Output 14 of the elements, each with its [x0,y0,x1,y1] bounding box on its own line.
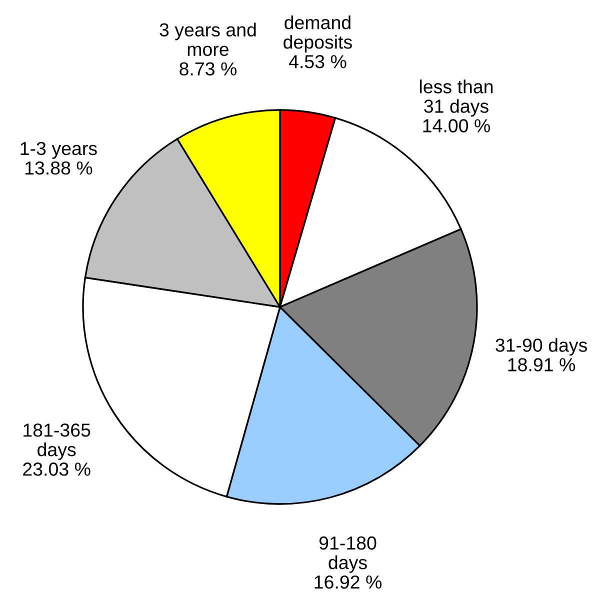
slice-label: 31-90 days [496,338,587,356]
data-label: 16.92 % [314,575,382,589]
slice-label: less than 31 days [420,80,493,117]
data-label: 14.00 % [423,119,490,132]
data-label: 23.03 % [23,462,90,476]
slice-label: 181-365 days [24,424,90,460]
data-label: 13.88 % [25,161,92,175]
data-label: 8.73 % [180,62,236,76]
slice-label: 91-180 days [319,536,376,573]
slice-label: 1-3 years [20,142,97,159]
slice-label: demand deposits [284,15,352,52]
data-label: 18.91 % [508,358,576,372]
slice-label: 3 years and more [160,22,256,56]
data-label: 4.53 % [288,55,346,68]
